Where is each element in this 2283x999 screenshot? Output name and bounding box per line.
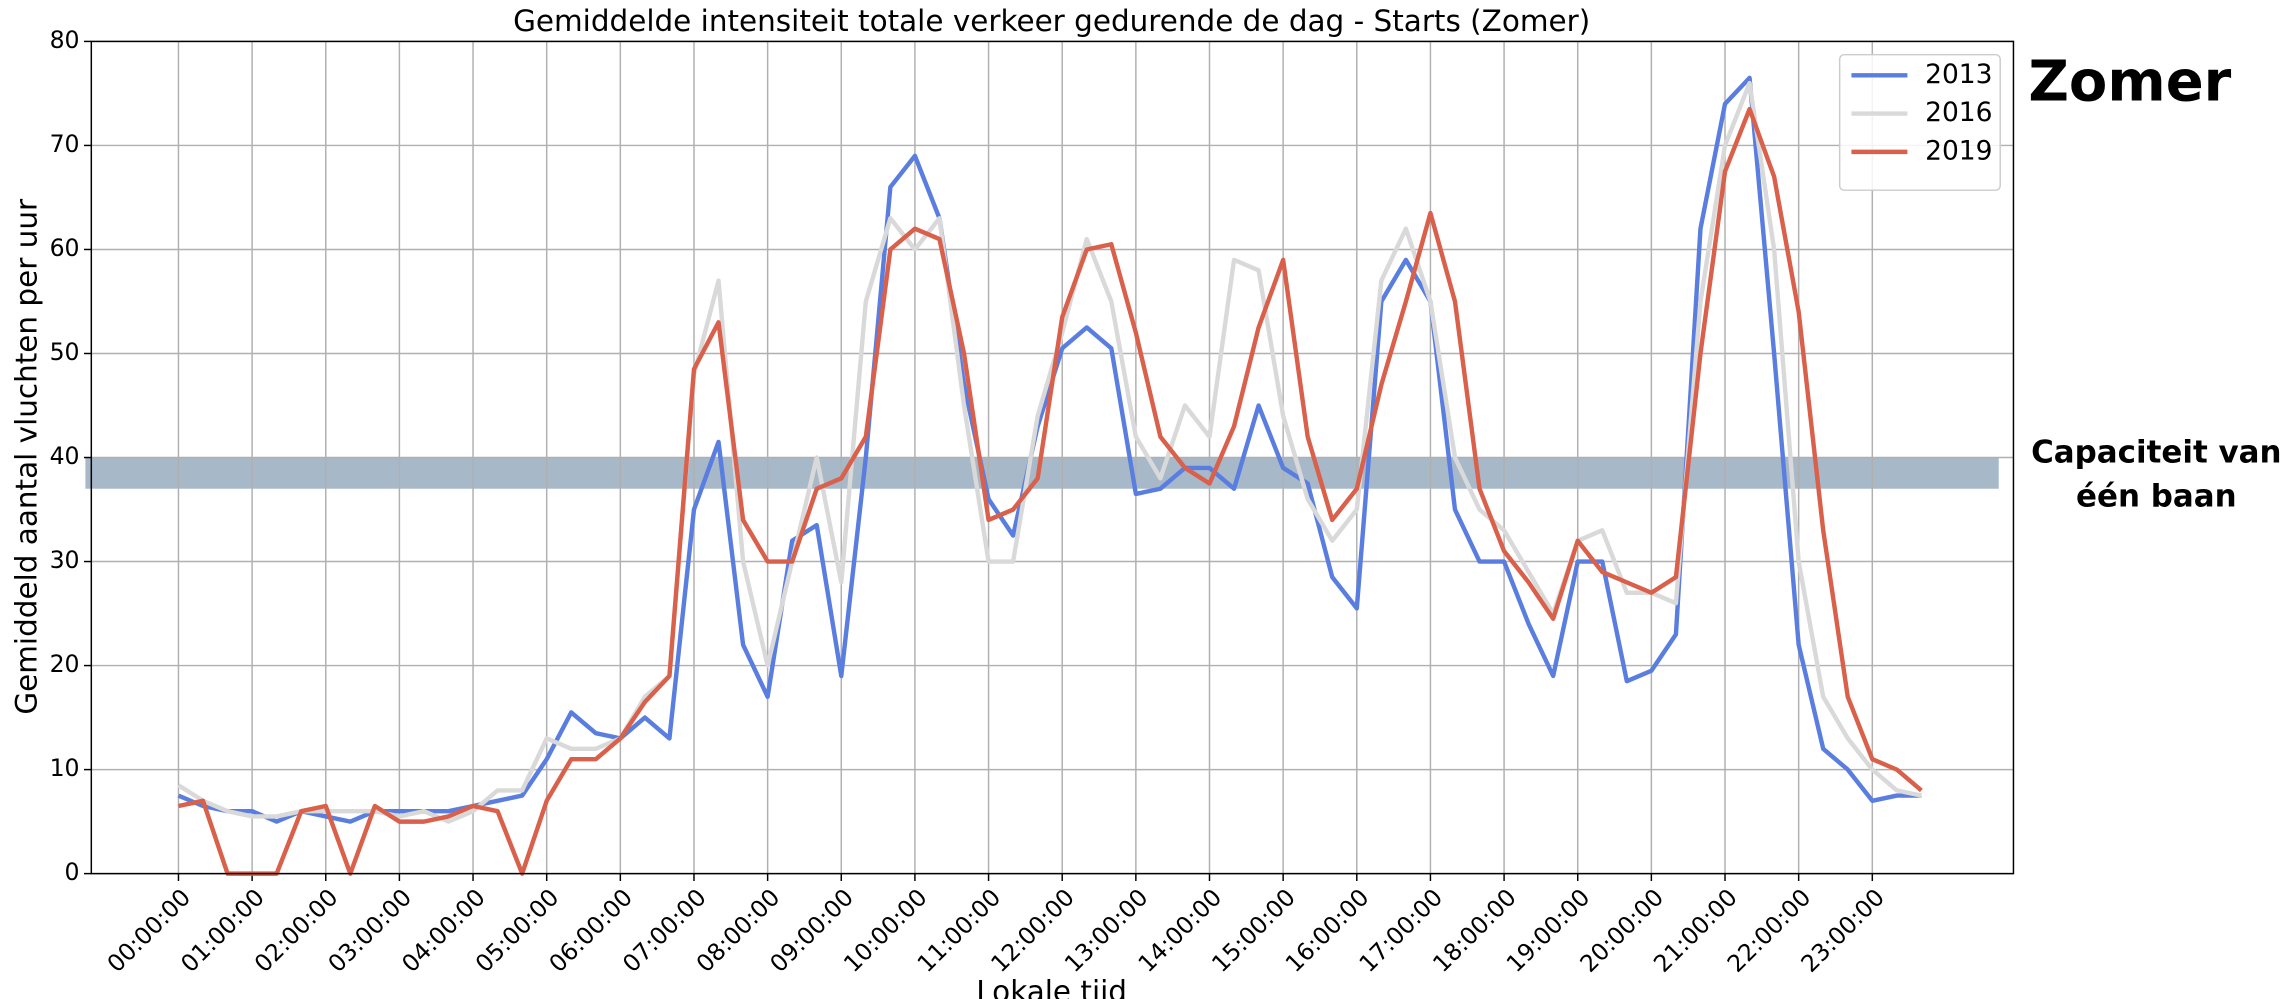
y-tick-label: 80 [50,26,80,54]
series-line [177,75,1922,824]
y-tick-label: 30 [50,546,80,574]
y-tick-label: 40 [50,442,80,470]
season-label: Zomer [2028,50,2231,115]
annotation: één baan [2076,479,2237,515]
plot-frame [90,40,2015,875]
legend-box [1838,53,2001,191]
x-axis-label: Lokale tijd [976,974,1127,999]
y-tick-label: 10 [50,754,80,782]
series-line [178,106,1923,876]
y-tick-label: 0 [65,858,80,886]
legend-label: 2016 [1925,97,1992,128]
y-tick-label: 60 [50,234,80,262]
y-tick-label: 70 [50,130,80,158]
legend-label: 2013 [1925,59,1992,90]
legend-label: 2019 [1925,135,1992,166]
annotation: Capaciteit van [2031,434,2281,470]
series-line [177,80,1922,824]
y-axis-label: Gemiddeld aantal vluchten per uur [9,198,43,715]
y-tick-label: 20 [50,650,80,678]
chart-title: Gemiddelde intensiteit totale verkeer ge… [513,4,1590,38]
y-tick-label: 50 [50,338,80,366]
